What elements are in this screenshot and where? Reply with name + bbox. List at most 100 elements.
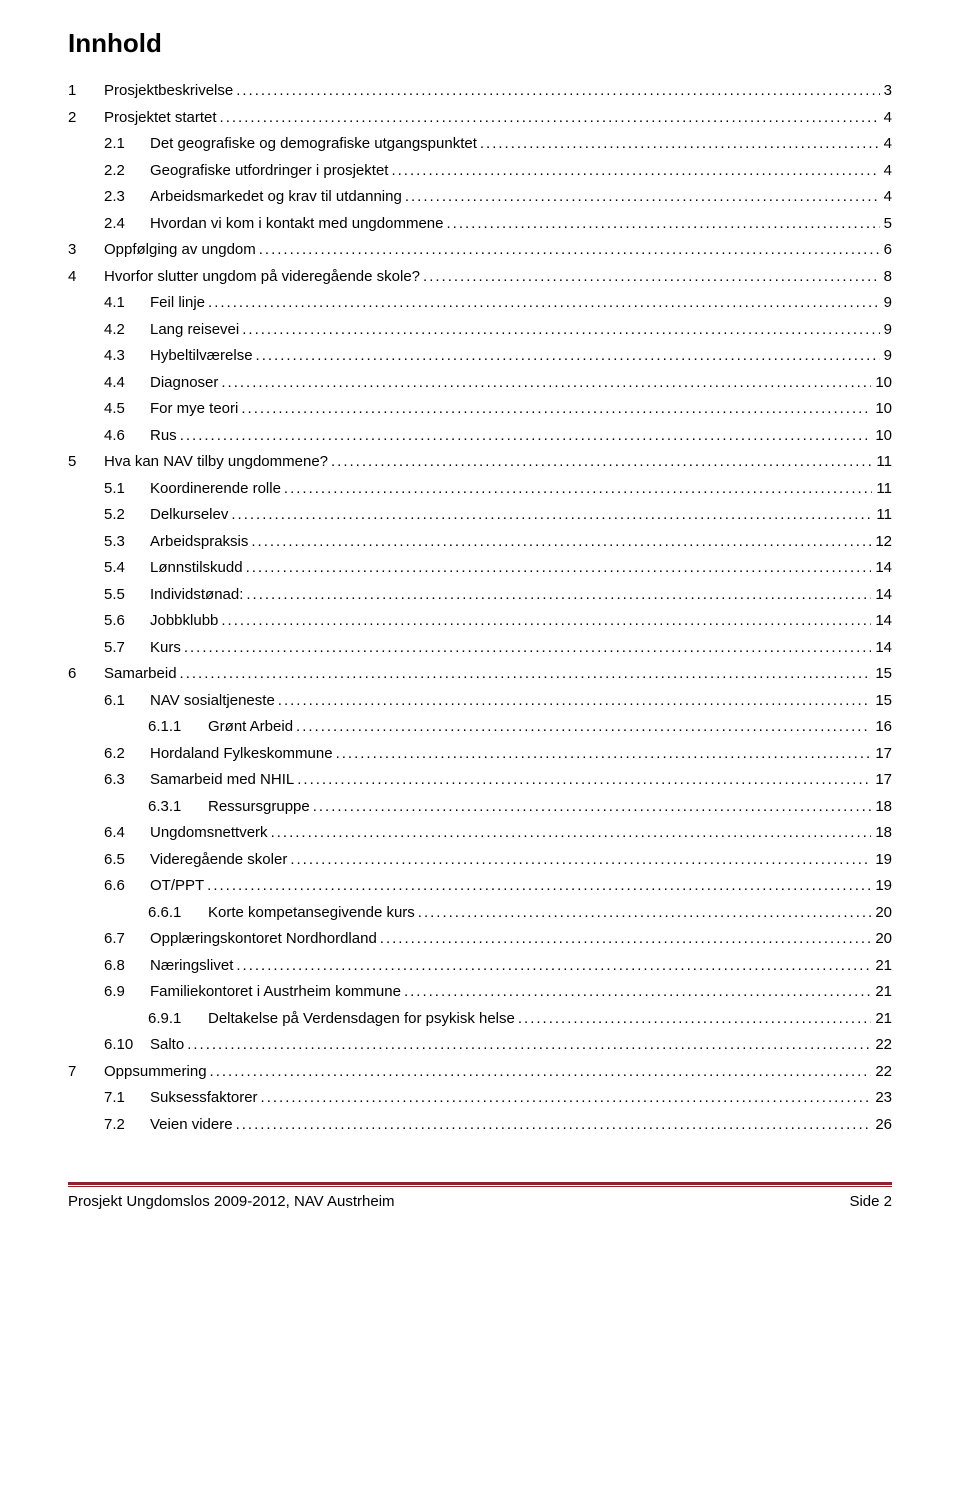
toc-entry-text: Rus	[150, 428, 177, 443]
toc-entry-number: 2.4	[104, 216, 150, 231]
toc-entry[interactable]: 6.1.1Grønt Arbeid.......................…	[68, 719, 892, 734]
toc-entry[interactable]: 6.4Ungdomsnettverk......................…	[68, 825, 892, 840]
toc-entry[interactable]: 6.7Opplæringskontoret Nordhordland......…	[68, 931, 892, 946]
toc-entry[interactable]: 6.2Hordaland Fylkeskommune..............…	[68, 746, 892, 761]
toc-leader: ........................................…	[310, 799, 872, 814]
toc-entry-text: Koordinerende rolle	[150, 481, 281, 496]
toc-entry-page: 23	[871, 1090, 892, 1105]
toc-entry-page: 19	[871, 852, 892, 867]
toc-entry-text: Grønt Arbeid	[208, 719, 293, 734]
toc-leader: ........................................…	[177, 428, 872, 443]
toc-leader: ........................................…	[205, 295, 880, 310]
toc-entry-page: 20	[871, 905, 892, 920]
toc-entry-text: Næringslivet	[150, 958, 233, 973]
toc-entry[interactable]: 5.3Arbeidspraksis.......................…	[68, 534, 892, 549]
toc-entry-number: 6.3	[104, 772, 150, 787]
toc-entry[interactable]: 5.4Lønnstilskudd........................…	[68, 560, 892, 575]
toc-entry[interactable]: 6.3Samarbeid med NHIL...................…	[68, 772, 892, 787]
toc-entry-text: Hva kan NAV tilby ungdommene?	[104, 454, 328, 469]
toc-entry-text: Feil linje	[150, 295, 205, 310]
toc-leader: ........................................…	[217, 110, 880, 125]
toc-entry-text: NAV sosialtjeneste	[150, 693, 275, 708]
toc-leader: ........................................…	[253, 348, 880, 363]
toc-entry-number: 5.3	[104, 534, 150, 549]
toc-entry[interactable]: 7Oppsummering...........................…	[68, 1064, 892, 1079]
toc-entry[interactable]: 5.2Delkurselev..........................…	[68, 507, 892, 522]
toc-entry-page: 18	[871, 825, 892, 840]
toc-entry[interactable]: 6.6OT/PPT...............................…	[68, 878, 892, 893]
toc-entry-text: Hordaland Fylkeskommune	[150, 746, 333, 761]
toc-entry-page: 14	[871, 640, 892, 655]
toc-entry-text: Opplæringskontoret Nordhordland	[150, 931, 377, 946]
toc-entry-number: 5.1	[104, 481, 150, 496]
toc-entry-page: 4	[880, 110, 892, 125]
toc-entry[interactable]: 6Samarbeid..............................…	[68, 666, 892, 681]
toc-entry[interactable]: 1Prosjektbeskrivelse....................…	[68, 83, 892, 98]
toc-entry-text: Ungdomsnettverk	[150, 825, 268, 840]
toc-entry-page: 11	[872, 454, 892, 469]
toc-entry-number: 5.5	[104, 587, 150, 602]
toc-entry-number: 6.1	[104, 693, 150, 708]
toc-entry-text: Prosjektbeskrivelse	[104, 83, 233, 98]
toc-entry[interactable]: 6.9Familiekontoret i Austrheim kommune..…	[68, 984, 892, 999]
toc-entry[interactable]: 6.9.1Deltakelse på Verdensdagen for psyk…	[68, 1011, 892, 1026]
toc-entry-number: 6.7	[104, 931, 150, 946]
toc-entry[interactable]: 6.6.1Korte kompetansegivende kurs.......…	[68, 905, 892, 920]
toc-entry-page: 15	[871, 666, 892, 681]
toc-entry[interactable]: 6.1NAV sosialtjeneste...................…	[68, 693, 892, 708]
toc-entry-text: For mye teori	[150, 401, 238, 416]
toc-entry-number: 6.9.1	[148, 1011, 208, 1026]
toc-leader: ........................................…	[377, 931, 872, 946]
toc-leader: ........................................…	[420, 269, 880, 284]
toc-entry[interactable]: 4.3Hybeltilværelse......................…	[68, 348, 892, 363]
toc-entry[interactable]: 4.5For mye teori........................…	[68, 401, 892, 416]
toc-leader: ........................................…	[443, 216, 879, 231]
toc-entry[interactable]: 2.3Arbeidsmarkedet og krav til utdanning…	[68, 189, 892, 204]
toc-leader: ........................................…	[477, 136, 880, 151]
toc-entry[interactable]: 2Prosjektet startet.....................…	[68, 110, 892, 125]
toc-entry[interactable]: 5.7Kurs.................................…	[68, 640, 892, 655]
toc-entry[interactable]: 5.5Individstønad:.......................…	[68, 587, 892, 602]
toc-entry-page: 17	[871, 746, 892, 761]
toc-entry[interactable]: 4Hvorfor slutter ungdom på videregående …	[68, 269, 892, 284]
toc-entry-number: 5.6	[104, 613, 150, 628]
toc-entry-text: Arbeidsmarkedet og krav til utdanning	[150, 189, 402, 204]
toc-entry[interactable]: 2.2Geografiske utfordringer i prosjektet…	[68, 163, 892, 178]
toc-entry[interactable]: 6.8Næringslivet.........................…	[68, 958, 892, 973]
toc-leader: ........................................…	[204, 878, 871, 893]
toc-entry[interactable]: 4.2Lang reisevei........................…	[68, 322, 892, 337]
toc-entry-page: 11	[872, 507, 892, 522]
toc-entry-text: Diagnoser	[150, 375, 218, 390]
toc-leader: ........................................…	[243, 560, 872, 575]
toc-entry[interactable]: 2.1Det geografiske og demografiske utgan…	[68, 136, 892, 151]
toc-entry[interactable]: 5Hva kan NAV tilby ungdommene?..........…	[68, 454, 892, 469]
toc-entry-page: 10	[871, 375, 892, 390]
toc-leader: ........................................…	[268, 825, 872, 840]
toc-entry[interactable]: 3Oppfølging av ungdom...................…	[68, 242, 892, 257]
toc-entry[interactable]: 2.4Hvordan vi kom i kontakt med ungdomme…	[68, 216, 892, 231]
toc-leader: ........................................…	[333, 746, 872, 761]
toc-entry[interactable]: 4.6Rus..................................…	[68, 428, 892, 443]
toc-entry[interactable]: 5.6Jobbklubb............................…	[68, 613, 892, 628]
toc-entry[interactable]: 7.1Suksessfaktorer......................…	[68, 1090, 892, 1105]
toc-entry[interactable]: 4.4Diagnoser............................…	[68, 375, 892, 390]
toc-entry-page: 18	[871, 799, 892, 814]
toc-entry-page: 22	[871, 1037, 892, 1052]
toc-entry-number: 4.5	[104, 401, 150, 416]
toc-entry-number: 6.6.1	[148, 905, 208, 920]
toc-entry-text: Delkurselev	[150, 507, 228, 522]
toc-entry[interactable]: 6.10Salto...............................…	[68, 1037, 892, 1052]
toc-entry-text: Veien videre	[150, 1117, 233, 1132]
toc-entry-page: 21	[871, 958, 892, 973]
toc-entry-number: 4.4	[104, 375, 150, 390]
toc-entry[interactable]: 6.5Videregående skoler..................…	[68, 852, 892, 867]
toc-entry[interactable]: 4.1Feil linje...........................…	[68, 295, 892, 310]
toc-entry-number: 6.1.1	[148, 719, 208, 734]
toc-entry[interactable]: 6.3.1Ressursgruppe......................…	[68, 799, 892, 814]
toc-entry[interactable]: 5.1Koordinerende rolle..................…	[68, 481, 892, 496]
toc-entry[interactable]: 7.2Veien videre.........................…	[68, 1117, 892, 1132]
toc-entry-number: 7.1	[104, 1090, 150, 1105]
toc-entry-page: 9	[880, 348, 892, 363]
toc-list: 1Prosjektbeskrivelse....................…	[68, 83, 892, 1132]
toc-entry-page: 15	[871, 693, 892, 708]
